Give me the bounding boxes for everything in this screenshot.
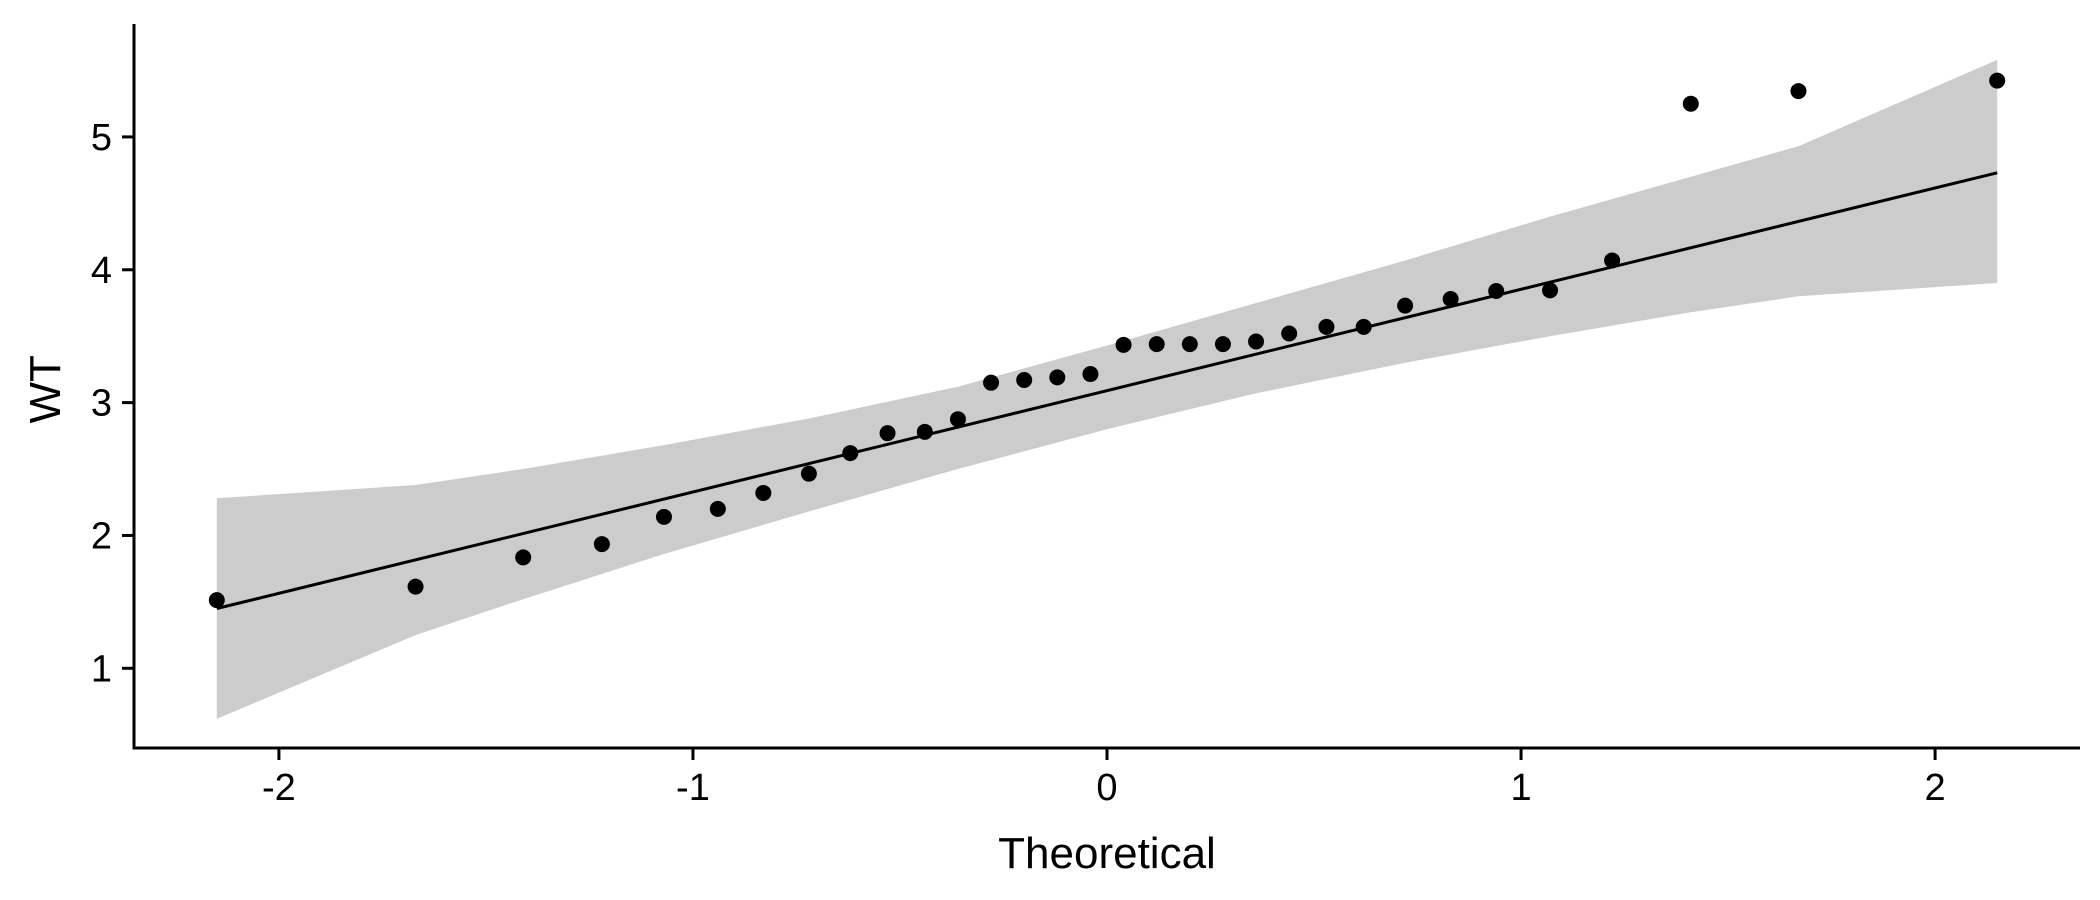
data-point (879, 425, 896, 442)
data-point (515, 549, 532, 566)
data-point (1115, 336, 1132, 353)
x-axis-title: Theoretical (998, 829, 1216, 878)
y-tick-label: 4 (91, 250, 112, 292)
y-tick-label: 3 (91, 383, 112, 425)
data-point (1442, 290, 1459, 307)
data-point (842, 445, 859, 462)
reference-line (216, 171, 1998, 610)
data-point (1016, 372, 1033, 389)
data-point (208, 592, 225, 609)
y-axis-ticks: 1 2 3 4 5 (91, 117, 134, 690)
data-point (1181, 336, 1198, 353)
data-point (755, 484, 772, 501)
data-point (1989, 72, 2006, 89)
data-point (1318, 318, 1335, 335)
data-point (1542, 282, 1559, 299)
y-tick-label: 2 (91, 515, 112, 557)
data-point (709, 500, 726, 517)
data-point (1281, 325, 1298, 342)
data-point (593, 536, 610, 553)
y-axis-title: WT (21, 355, 70, 423)
data-point (1049, 369, 1066, 386)
data-point (1604, 252, 1621, 269)
data-point (1248, 333, 1265, 350)
data-point (949, 411, 966, 428)
x-tick-label: -1 (676, 767, 710, 809)
data-point (1082, 366, 1099, 383)
data-point (916, 423, 933, 440)
data-point (1397, 297, 1414, 314)
data-point (1790, 83, 1807, 100)
data-point (1488, 283, 1505, 300)
y-tick-label: 5 (91, 117, 112, 159)
y-tick-label: 1 (91, 648, 112, 690)
data-point (1148, 336, 1165, 353)
x-tick-label: 0 (1096, 767, 1117, 809)
data-points (208, 72, 2006, 609)
data-point (1214, 336, 1231, 353)
data-point (407, 578, 424, 595)
data-point (800, 465, 817, 482)
data-point (1682, 95, 1699, 112)
data-point (655, 508, 672, 525)
x-tick-label: 1 (1510, 767, 1531, 809)
data-point (983, 374, 1000, 391)
x-tick-label: 2 (1925, 767, 1946, 809)
data-point (1355, 318, 1372, 335)
x-tick-label: -2 (262, 767, 296, 809)
x-axis-ticks: -2 -1 0 1 2 (262, 748, 1946, 809)
